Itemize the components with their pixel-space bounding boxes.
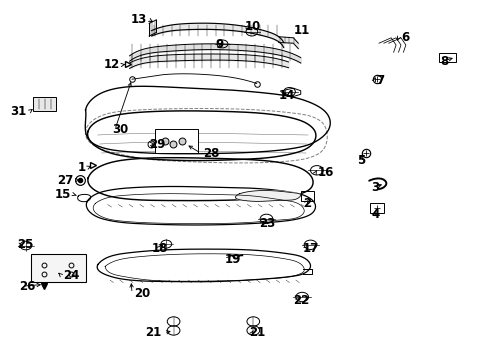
Text: 20: 20	[134, 287, 150, 300]
Text: 25: 25	[17, 238, 33, 251]
Text: 21: 21	[145, 327, 161, 339]
Text: 13: 13	[130, 13, 146, 26]
Text: 15: 15	[55, 188, 71, 201]
Text: 17: 17	[303, 242, 319, 255]
Text: 19: 19	[224, 253, 241, 266]
Text: 14: 14	[278, 89, 294, 102]
Text: 21: 21	[249, 327, 265, 339]
Text: 26: 26	[20, 280, 36, 293]
Text: 12: 12	[103, 58, 120, 71]
Text: 9: 9	[215, 39, 223, 51]
Text: 29: 29	[149, 138, 165, 150]
Text: 10: 10	[244, 21, 260, 33]
Text: 1: 1	[77, 161, 85, 174]
Text: 3: 3	[371, 181, 379, 194]
Text: 18: 18	[151, 242, 167, 255]
Text: 22: 22	[293, 294, 309, 307]
Text: 2: 2	[303, 197, 311, 210]
FancyBboxPatch shape	[155, 129, 198, 153]
FancyBboxPatch shape	[31, 254, 85, 282]
Text: 11: 11	[293, 24, 309, 37]
Text: 5: 5	[356, 154, 365, 167]
Text: 6: 6	[400, 31, 408, 44]
Polygon shape	[87, 111, 315, 161]
Text: 16: 16	[317, 166, 333, 179]
Polygon shape	[88, 158, 312, 201]
Text: 8: 8	[439, 55, 447, 68]
Text: 31: 31	[11, 105, 27, 118]
Text: 30: 30	[112, 123, 128, 136]
Text: 24: 24	[63, 269, 80, 282]
Polygon shape	[97, 249, 310, 282]
Text: 4: 4	[371, 208, 379, 221]
Text: 27: 27	[57, 174, 73, 186]
Polygon shape	[86, 186, 315, 225]
FancyBboxPatch shape	[33, 97, 56, 111]
Polygon shape	[235, 190, 300, 201]
Text: 28: 28	[203, 147, 219, 159]
Text: 23: 23	[259, 217, 275, 230]
Text: 7: 7	[376, 75, 384, 87]
